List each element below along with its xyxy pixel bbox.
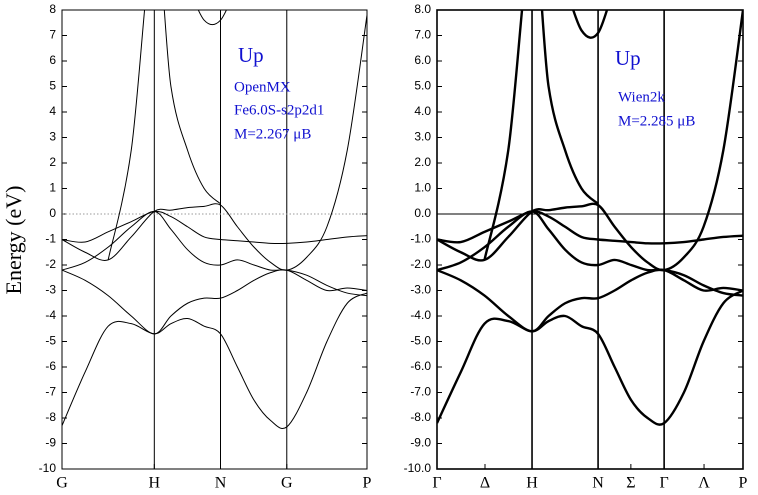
band bbox=[571, 10, 609, 39]
x-tick-label: H bbox=[149, 475, 161, 492]
y-tick-label: 2.0 bbox=[414, 155, 431, 169]
band bbox=[437, 268, 743, 333]
y-tick-label: -3 bbox=[45, 283, 56, 297]
x-tick-label: Σ bbox=[626, 475, 635, 492]
y-axis-label: Energy (eV) bbox=[1, 186, 26, 295]
x-tick-label: Γ bbox=[432, 475, 441, 492]
band bbox=[62, 292, 367, 430]
y-tick-label: -8 bbox=[45, 410, 56, 424]
y-tick-label: -1.0 bbox=[410, 232, 431, 246]
y-tick-label: -8.0 bbox=[410, 410, 431, 424]
y-tick-label: 0.0 bbox=[414, 206, 431, 220]
x-tick-label: P bbox=[739, 475, 748, 492]
band bbox=[62, 15, 367, 271]
y-tick-label: 6.0 bbox=[414, 53, 431, 67]
annotation: Fe6.0S-s2p2d1 bbox=[234, 102, 324, 118]
y-tick-label: -3.0 bbox=[410, 283, 431, 297]
y-tick-label: -9 bbox=[45, 436, 56, 450]
plot-frame bbox=[436, 9, 744, 470]
band bbox=[483, 10, 599, 261]
plot-frame bbox=[61, 9, 368, 470]
y-tick-label: -5.0 bbox=[410, 334, 431, 348]
bands bbox=[62, 10, 367, 430]
y-tick-label: 3.0 bbox=[414, 130, 431, 144]
y-tick-label: -4.0 bbox=[410, 308, 431, 322]
y-tick-label: 7 bbox=[49, 28, 56, 42]
band bbox=[107, 10, 221, 261]
band bbox=[437, 210, 743, 245]
annotation: OpenMX bbox=[234, 79, 291, 95]
y-tick-label: -9.0 bbox=[410, 436, 431, 450]
bands bbox=[437, 10, 743, 426]
y-tick-label: -10.0 bbox=[404, 461, 432, 475]
x-tick-label: Γ bbox=[659, 475, 668, 492]
x-tick-label: Λ bbox=[698, 475, 710, 492]
x-tick-label: G bbox=[281, 475, 293, 492]
annotation: Up bbox=[238, 43, 264, 67]
y-tick-label: 2 bbox=[49, 155, 56, 169]
y-tick-label: 3 bbox=[49, 130, 56, 144]
x-tick-label: G bbox=[56, 475, 68, 492]
band bbox=[437, 289, 743, 426]
y-tick-label: 1.0 bbox=[414, 181, 431, 195]
y-tick-label: 8.0 bbox=[414, 2, 431, 16]
y-tick-label: -6.0 bbox=[410, 359, 431, 373]
band bbox=[62, 210, 367, 244]
band bbox=[437, 210, 743, 297]
band bbox=[197, 10, 228, 26]
y-tick-label: 5 bbox=[49, 79, 56, 93]
y-tick-label: 4 bbox=[49, 104, 56, 118]
y-tick-label: 6 bbox=[49, 53, 56, 67]
annotation: M=2.267 μB bbox=[234, 126, 311, 142]
y-tick-label: -7 bbox=[45, 385, 56, 399]
y-tick-label: 8 bbox=[49, 2, 56, 16]
annotation: Wien2k bbox=[618, 89, 665, 105]
band bbox=[62, 210, 367, 297]
x-tick-label: N bbox=[215, 475, 227, 492]
y-tick-label: 7.0 bbox=[414, 28, 431, 42]
annotation: Up bbox=[615, 46, 641, 70]
x-tick-label: H bbox=[526, 475, 538, 492]
y-tick-label: -1 bbox=[45, 232, 56, 246]
y-tick-label: 5.0 bbox=[414, 79, 431, 93]
y-tick-label: -7.0 bbox=[410, 385, 431, 399]
y-tick-label: -5 bbox=[45, 334, 56, 348]
annotation: M=2.285 μB bbox=[618, 113, 695, 129]
y-tick-label: -2 bbox=[45, 257, 56, 271]
y-tick-label: -6 bbox=[45, 359, 56, 373]
y-tick-label: -2.0 bbox=[410, 257, 431, 271]
y-tick-label: -10 bbox=[39, 461, 57, 475]
y-tick-label: 0 bbox=[49, 206, 56, 220]
x-tick-label: Δ bbox=[480, 475, 490, 492]
band bbox=[437, 10, 743, 272]
band bbox=[62, 269, 367, 335]
y-tick-label: 4.0 bbox=[414, 104, 431, 118]
y-tick-label: -4 bbox=[45, 308, 56, 322]
x-tick-label: N bbox=[592, 475, 604, 492]
y-tick-label: 1 bbox=[49, 181, 56, 195]
x-tick-label: P bbox=[363, 475, 372, 492]
